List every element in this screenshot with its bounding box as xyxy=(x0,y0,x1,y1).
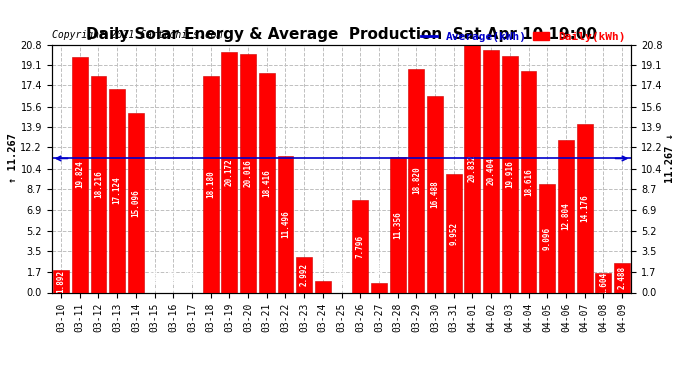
Text: 0.000: 0.000 xyxy=(337,268,346,291)
Bar xyxy=(353,200,368,292)
Bar xyxy=(595,273,611,292)
Bar xyxy=(427,96,443,292)
Bar xyxy=(540,184,555,292)
Text: 18.616: 18.616 xyxy=(524,168,533,196)
Text: ↑ 11.267: ↑ 11.267 xyxy=(8,134,18,183)
Bar xyxy=(109,89,125,292)
Bar xyxy=(240,54,256,292)
Bar xyxy=(296,257,312,292)
Text: 20.832: 20.832 xyxy=(468,154,477,182)
Text: 14.176: 14.176 xyxy=(580,194,589,222)
Bar xyxy=(203,76,219,292)
Bar xyxy=(53,270,69,292)
Text: 0.000: 0.000 xyxy=(150,268,159,291)
Text: 0.980: 0.980 xyxy=(318,256,327,279)
Text: 7.796: 7.796 xyxy=(356,234,365,258)
Text: 19.824: 19.824 xyxy=(75,160,84,188)
Legend: Average(kWh), Daily(kWh): Average(kWh), Daily(kWh) xyxy=(421,32,626,42)
Bar xyxy=(483,50,499,292)
Bar xyxy=(577,124,593,292)
Text: 18.820: 18.820 xyxy=(412,166,421,194)
Text: 11.356: 11.356 xyxy=(393,211,402,239)
Text: 2.992: 2.992 xyxy=(299,263,308,286)
Text: 0.000: 0.000 xyxy=(188,268,197,291)
Bar xyxy=(558,140,574,292)
Bar xyxy=(90,76,106,292)
Bar xyxy=(277,156,293,292)
Bar xyxy=(315,281,331,292)
Text: 11.267 ↓: 11.267 ↓ xyxy=(665,134,676,183)
Text: 9.952: 9.952 xyxy=(449,222,458,245)
Bar xyxy=(221,53,237,292)
Text: 18.216: 18.216 xyxy=(94,170,103,198)
Text: 16.488: 16.488 xyxy=(431,180,440,208)
Text: Copyright 2021 Cartronics.com: Copyright 2021 Cartronics.com xyxy=(52,30,222,40)
Text: 9.096: 9.096 xyxy=(543,227,552,250)
Text: 18.416: 18.416 xyxy=(262,169,271,197)
Text: 0.000: 0.000 xyxy=(169,268,178,291)
Bar xyxy=(446,174,462,292)
Text: 17.124: 17.124 xyxy=(112,177,121,204)
Text: 1.892: 1.892 xyxy=(57,270,66,293)
Text: 20.404: 20.404 xyxy=(486,157,495,185)
Text: 20.016: 20.016 xyxy=(244,159,253,187)
Bar xyxy=(259,74,275,292)
Text: 19.916: 19.916 xyxy=(505,160,514,188)
Bar xyxy=(520,71,536,292)
Bar xyxy=(390,158,406,292)
Text: 1.604: 1.604 xyxy=(599,272,608,294)
Text: 18.180: 18.180 xyxy=(206,171,215,198)
Bar xyxy=(128,113,144,292)
Bar xyxy=(72,57,88,292)
Text: 2.488: 2.488 xyxy=(618,266,627,289)
Bar xyxy=(502,56,518,292)
Text: 11.496: 11.496 xyxy=(281,210,290,238)
Text: 20.172: 20.172 xyxy=(225,159,234,186)
Title: Daily Solar Energy & Average  Production  Sat Apr 10 19:00: Daily Solar Energy & Average Production … xyxy=(86,27,597,42)
Bar xyxy=(371,282,387,292)
Text: 12.804: 12.804 xyxy=(562,202,571,230)
Bar xyxy=(408,69,424,292)
Text: 0.840: 0.840 xyxy=(375,258,384,281)
Bar xyxy=(614,263,630,292)
Text: 15.096: 15.096 xyxy=(131,189,140,216)
Bar xyxy=(464,45,480,292)
